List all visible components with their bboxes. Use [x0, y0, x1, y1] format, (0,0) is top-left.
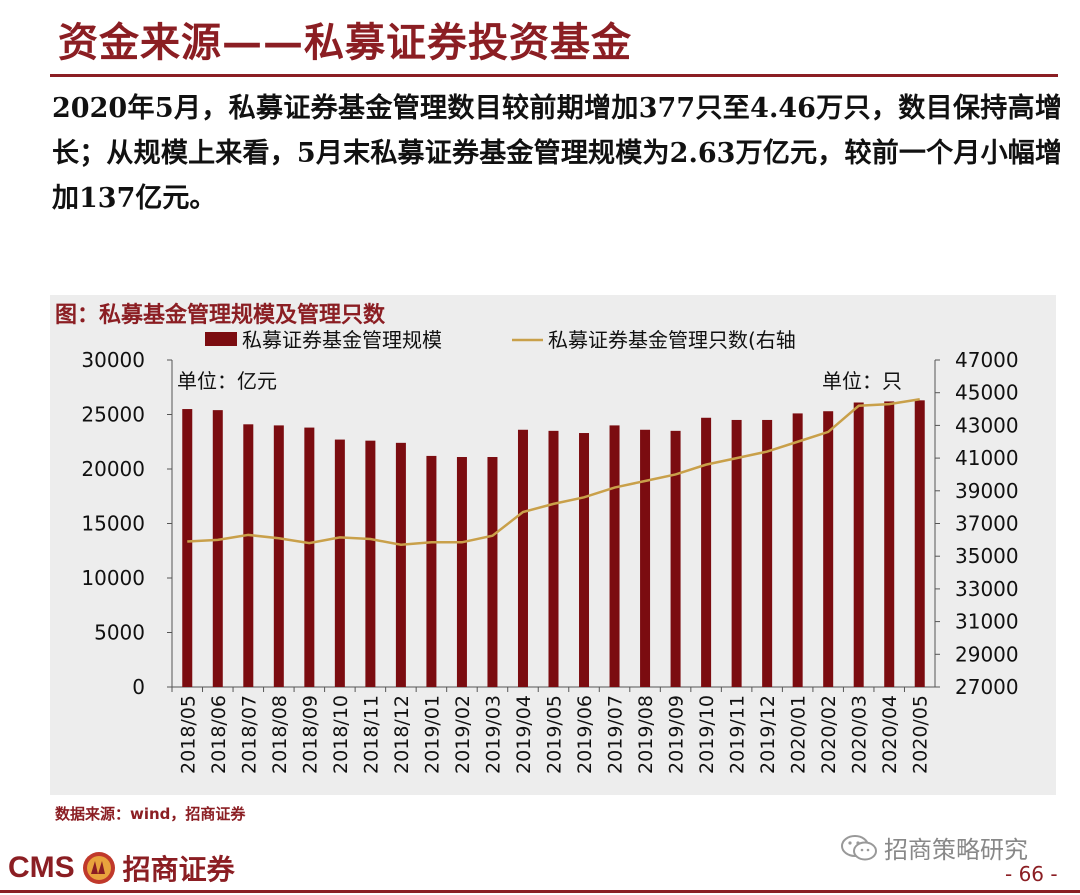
- logo-emblem-icon: [82, 852, 115, 884]
- chart-title: 图：私募基金管理规模及管理只数: [55, 303, 386, 328]
- slide-title: 资金来源——私募证券投资基金: [58, 19, 632, 66]
- right-unit-label: 单位：只: [822, 369, 902, 393]
- x-tick-label: 2020/04: [879, 695, 901, 774]
- x-tick-label: 2019/06: [574, 695, 596, 774]
- x-tick-label: 2019/04: [513, 695, 535, 774]
- x-tick-label: 2020/03: [849, 695, 871, 774]
- right-tick-label: 31000: [955, 610, 1019, 634]
- bar: [365, 440, 376, 687]
- left-tick-label: 0: [132, 675, 145, 699]
- legend-line-label: 私募证券基金管理只数(右轴: [548, 328, 796, 352]
- x-tick-label: 2020/02: [818, 695, 840, 774]
- title-divider: [50, 74, 1058, 77]
- wechat-account-name: 招商策略研究: [884, 836, 1028, 864]
- summary-paragraph: 2020年5月，私募证券基金管理数目较前期增加377只至4.46万只，数目保持高…: [52, 93, 1062, 214]
- left-tick-label: 20000: [81, 457, 145, 481]
- left-tick-label: 25000: [81, 403, 145, 427]
- bar: [609, 425, 620, 687]
- x-tick-label: 2018/05: [177, 695, 199, 774]
- logo-text-cn: 招商证券: [122, 853, 235, 886]
- left-tick-label: 15000: [81, 512, 145, 536]
- x-tick-label: 2019/08: [635, 695, 657, 774]
- bar: [670, 430, 681, 687]
- bar: [792, 413, 803, 687]
- x-tick-label: 2019/12: [757, 695, 779, 774]
- bar: [701, 417, 712, 687]
- x-tick-label: 2018/09: [299, 695, 321, 774]
- right-tick-label: 45000: [955, 381, 1019, 405]
- source-note: 数据来源：wind，招商证券: [55, 805, 246, 823]
- bar: [395, 442, 406, 687]
- x-tick-label: 2018/06: [208, 695, 230, 774]
- bar: [914, 400, 925, 687]
- bar: [334, 439, 345, 687]
- right-tick-label: 43000: [955, 413, 1019, 437]
- x-tick-label: 2019/02: [452, 695, 474, 774]
- bar: [640, 429, 651, 687]
- right-tick-label: 39000: [955, 479, 1019, 503]
- bar: [212, 410, 223, 687]
- bottom-divider: [0, 890, 1080, 893]
- x-tick-label: 2019/03: [482, 695, 504, 774]
- right-tick-label: 37000: [955, 512, 1019, 536]
- x-tick-label: 2020/01: [788, 695, 810, 774]
- line-series: [187, 398, 920, 547]
- right-tick-label: 33000: [955, 577, 1019, 601]
- left-tick-label: 5000: [94, 621, 145, 645]
- bar: [304, 427, 315, 687]
- bar: [487, 457, 498, 687]
- company-logo: CMS 招商证券: [8, 848, 235, 888]
- x-tick-label: 2020/05: [910, 695, 932, 774]
- bar: [426, 455, 437, 687]
- wechat-account[interactable]: 招商策略研究: [840, 830, 1028, 865]
- x-tick-label: 2019/11: [727, 695, 749, 774]
- bar: [182, 409, 193, 687]
- x-tick-label: 2019/09: [666, 695, 688, 774]
- left-tick-label: 10000: [81, 566, 145, 590]
- right-tick-label: 41000: [955, 446, 1019, 470]
- x-tick-label: 2019/10: [696, 695, 718, 774]
- right-tick-label: 47000: [955, 348, 1019, 372]
- x-tick-label: 2018/11: [360, 695, 382, 774]
- x-tick-label: 2019/07: [605, 695, 627, 774]
- bar: [762, 419, 773, 687]
- bar: [456, 457, 467, 687]
- bar: [517, 429, 528, 687]
- legend-bar-swatch: [205, 332, 237, 346]
- bar: [731, 419, 742, 687]
- bar: [823, 411, 834, 687]
- x-tick-label: 2019/01: [421, 695, 443, 774]
- x-tick-label: 2018/08: [269, 695, 291, 774]
- bar: [243, 424, 254, 687]
- bar: [548, 430, 559, 687]
- bar: [273, 425, 284, 687]
- logo-text-en: CMS: [8, 851, 75, 884]
- left-unit-label: 单位：亿元: [177, 369, 277, 393]
- right-tick-label: 27000: [955, 675, 1019, 699]
- right-tick-label: 35000: [955, 544, 1019, 568]
- bar: [853, 402, 864, 687]
- x-tick-label: 2018/12: [391, 695, 413, 774]
- x-tick-label: 2018/07: [238, 695, 260, 774]
- right-tick-label: 29000: [955, 642, 1019, 666]
- left-tick-label: 30000: [81, 348, 145, 372]
- x-tick-label: 2019/05: [544, 695, 566, 774]
- x-tick-label: 2018/10: [330, 695, 352, 774]
- page-number: - 66 -: [1005, 862, 1058, 886]
- legend-bar-label: 私募证券基金管理规模: [242, 328, 442, 352]
- wechat-icon: [841, 834, 877, 860]
- bar: [884, 401, 895, 687]
- bar: [579, 433, 590, 687]
